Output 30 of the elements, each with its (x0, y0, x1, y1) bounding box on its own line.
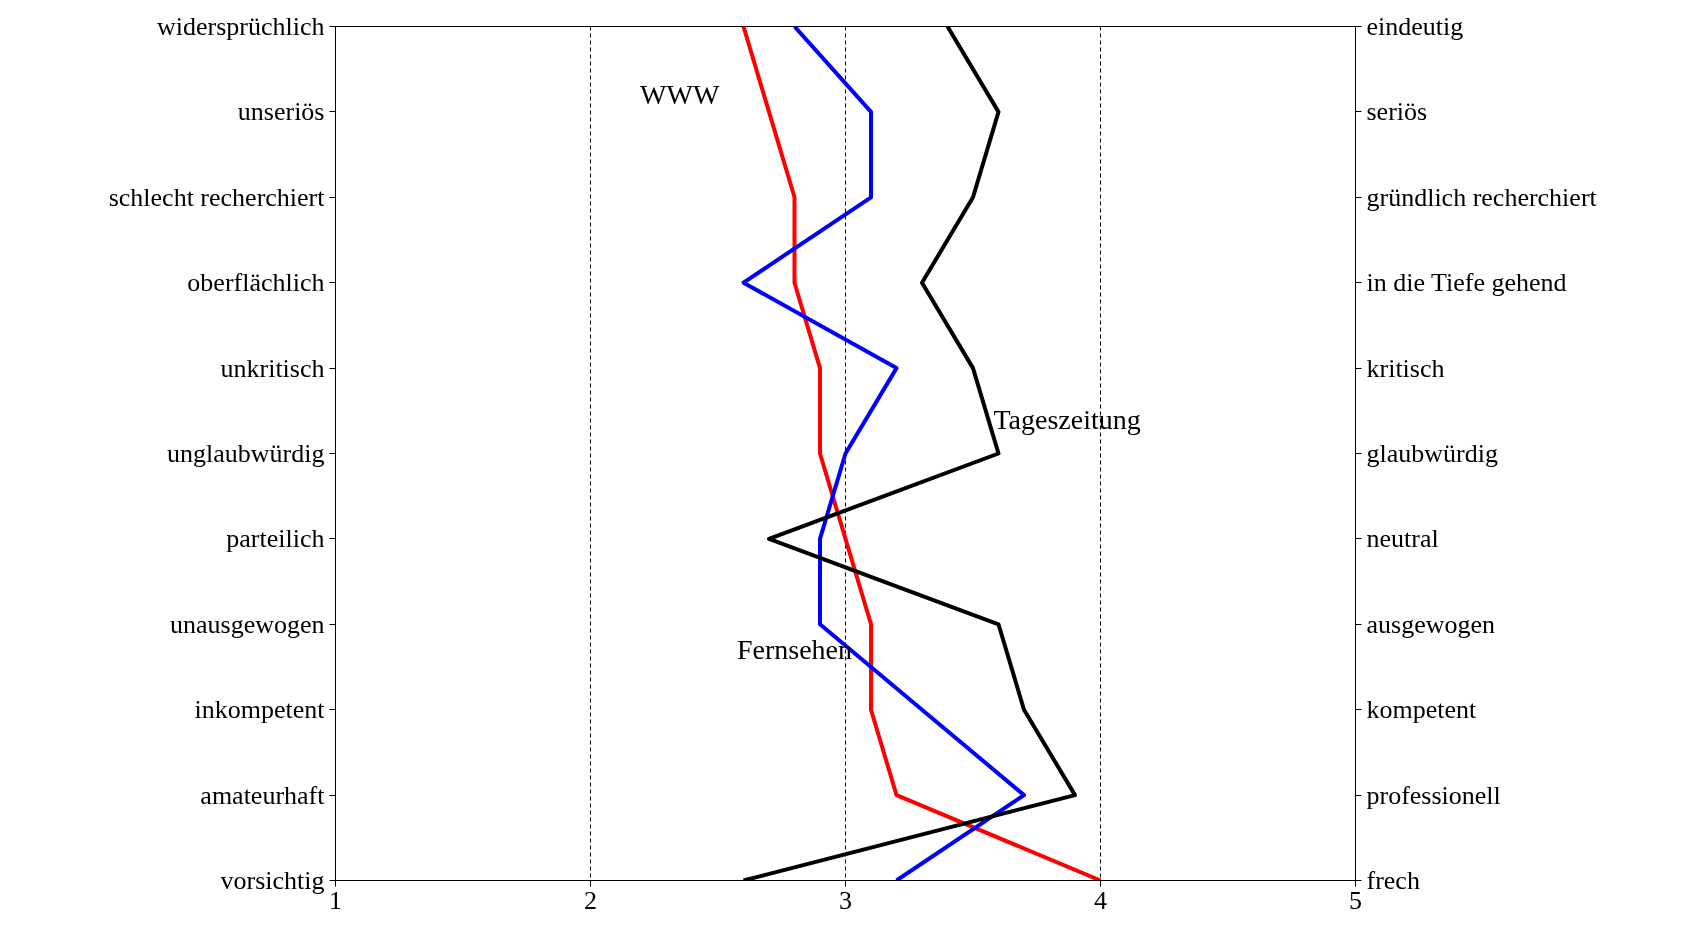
y-tick-label: widersprüchlich (157, 12, 325, 41)
y-tick-label: inkompetent (194, 695, 326, 725)
y-tick-label: oberflächlich (187, 268, 325, 298)
y2-tick-label: glaubwürdig (1366, 439, 1498, 468)
y2-tick-label: seriös (1366, 97, 1428, 127)
y2-tick-label: in die Tiefe gehend (1366, 268, 1567, 298)
x-tick-label: 3 (839, 885, 852, 915)
y2-tick-label: gründlich recherchiert (1366, 182, 1598, 212)
y-tick-label: vorsichtig (220, 866, 325, 895)
y2-tick-label: kritisch (1366, 353, 1445, 383)
y2-tick-label: neutral (1366, 524, 1439, 554)
y2-tick-label: eindeutig (1366, 12, 1464, 41)
y-tick-label: unseriös (237, 97, 325, 127)
y-tick-label: unglaubwürdig (167, 439, 325, 468)
y-tick-label: schlecht recherchiert (108, 182, 326, 212)
y2-tick-label: frech (1366, 866, 1420, 895)
series-label: Tageszeitung (993, 403, 1141, 435)
y-tick-label: parteilich (226, 524, 325, 554)
y-tick-label: unausgewogen (169, 609, 325, 639)
y-tick-label: amateurhaft (200, 780, 326, 810)
y2-tick-label: ausgewogen (1366, 609, 1496, 639)
y2-tick-label: professionell (1366, 780, 1501, 810)
series-label: WWW (640, 79, 720, 111)
y-tick-label: unkritisch (220, 353, 325, 383)
x-tick-label: 2 (584, 885, 597, 915)
x-tick-label: 5 (1349, 885, 1362, 915)
x-tick-label: 4 (1094, 885, 1107, 915)
y2-tick-label: kompetent (1366, 695, 1478, 725)
x-tick-label: 1 (329, 885, 342, 915)
series-label: Fernsehen (736, 634, 853, 666)
